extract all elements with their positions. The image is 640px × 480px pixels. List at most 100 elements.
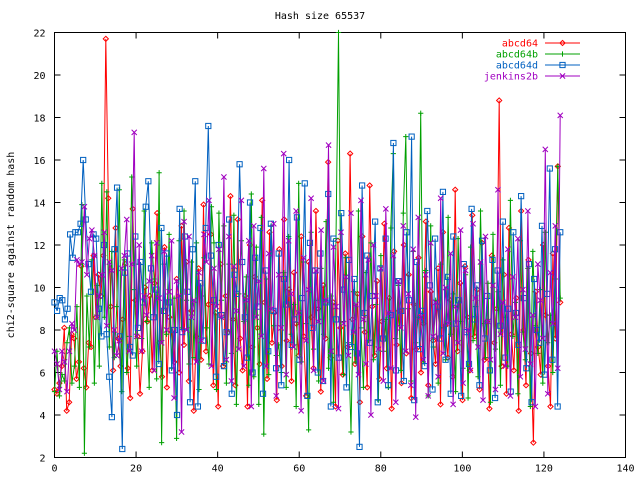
data-point bbox=[256, 401, 262, 407]
data-point bbox=[83, 271, 90, 278]
data-point bbox=[227, 192, 234, 200]
data-point bbox=[390, 252, 397, 259]
data-point bbox=[549, 356, 556, 363]
data-point bbox=[186, 233, 192, 240]
legend-marker bbox=[559, 73, 566, 79]
data-point bbox=[318, 227, 325, 234]
data-point bbox=[457, 227, 464, 234]
data-point bbox=[261, 431, 267, 437]
data-point bbox=[266, 372, 272, 378]
data-point bbox=[225, 233, 232, 240]
data-point bbox=[382, 205, 389, 212]
data-point bbox=[243, 274, 249, 280]
data-point bbox=[486, 405, 493, 412]
data-point bbox=[549, 320, 556, 327]
data-point bbox=[104, 189, 110, 195]
data-point bbox=[283, 384, 289, 390]
legend-label: jenkins2b bbox=[484, 72, 538, 83]
data-point bbox=[196, 269, 202, 276]
data-point bbox=[552, 222, 559, 229]
data-point bbox=[178, 429, 185, 435]
data-point bbox=[134, 324, 142, 331]
data-point bbox=[517, 373, 524, 380]
data-point bbox=[476, 386, 483, 393]
data-point bbox=[189, 246, 196, 253]
data-point bbox=[335, 405, 342, 412]
data-point bbox=[515, 391, 521, 397]
data-point bbox=[93, 235, 100, 242]
data-point bbox=[64, 340, 70, 346]
data-point bbox=[203, 325, 210, 331]
data-point bbox=[171, 395, 178, 401]
data-point bbox=[428, 223, 434, 229]
data-point bbox=[113, 352, 120, 359]
data-point bbox=[395, 278, 402, 285]
data-point bbox=[87, 288, 95, 295]
data-point bbox=[93, 314, 100, 321]
data-point bbox=[245, 237, 252, 244]
data-point bbox=[288, 377, 295, 385]
data-point bbox=[173, 435, 180, 441]
y-tick-label: 16 bbox=[33, 156, 45, 167]
data-point bbox=[415, 214, 422, 221]
data-point bbox=[385, 310, 392, 316]
data-point bbox=[537, 297, 544, 304]
data-point bbox=[455, 339, 462, 346]
data-point bbox=[547, 403, 554, 410]
data-point bbox=[534, 261, 541, 268]
data-point bbox=[213, 303, 220, 310]
data-point bbox=[191, 297, 197, 304]
data-point bbox=[495, 97, 503, 104]
data-point bbox=[390, 248, 398, 255]
data-point bbox=[137, 258, 144, 266]
data-point bbox=[554, 365, 561, 372]
data-point bbox=[527, 361, 534, 367]
data-point bbox=[215, 246, 222, 253]
data-point bbox=[82, 384, 90, 391]
data-point bbox=[106, 259, 113, 265]
data-point bbox=[423, 267, 429, 274]
data-point bbox=[523, 365, 530, 372]
data-point bbox=[435, 380, 441, 386]
series-line-jenkins2b bbox=[54, 115, 561, 433]
data-point bbox=[398, 379, 405, 387]
data-point bbox=[280, 275, 288, 283]
data-point bbox=[544, 390, 551, 397]
data-point bbox=[510, 367, 518, 374]
data-point bbox=[210, 265, 217, 272]
data-point bbox=[96, 363, 102, 369]
data-point bbox=[323, 297, 330, 304]
data-point bbox=[258, 333, 265, 340]
data-point bbox=[295, 310, 302, 316]
data-point bbox=[539, 335, 546, 342]
data-point bbox=[198, 337, 205, 344]
data-point bbox=[74, 229, 82, 236]
data-point bbox=[268, 305, 275, 312]
data-point bbox=[275, 271, 282, 278]
data-point bbox=[362, 361, 369, 367]
data-point bbox=[241, 314, 248, 321]
data-point bbox=[119, 445, 126, 453]
data-point bbox=[465, 360, 473, 368]
x-tick-label: 120 bbox=[535, 464, 553, 475]
data-point bbox=[320, 378, 327, 384]
data-point bbox=[54, 361, 60, 367]
data-point bbox=[530, 248, 536, 254]
data-point bbox=[136, 390, 144, 398]
y-tick-label: 10 bbox=[33, 284, 45, 295]
data-point bbox=[60, 324, 68, 332]
data-point bbox=[477, 259, 484, 265]
data-point bbox=[407, 382, 414, 389]
data-point bbox=[129, 352, 136, 359]
data-point bbox=[131, 129, 138, 136]
data-point bbox=[335, 354, 342, 361]
legend-marker bbox=[559, 39, 566, 47]
data-point bbox=[111, 246, 118, 253]
data-point bbox=[51, 299, 58, 306]
data-point bbox=[452, 303, 459, 310]
data-point bbox=[402, 348, 409, 355]
data-point bbox=[220, 363, 228, 370]
data-point bbox=[288, 341, 295, 348]
data-point bbox=[330, 244, 337, 251]
axis-ticks: 0 20 40 60 80 100 120 140 2 4 6 8 10 12 14 16 18 20 22 bbox=[33, 29, 634, 475]
